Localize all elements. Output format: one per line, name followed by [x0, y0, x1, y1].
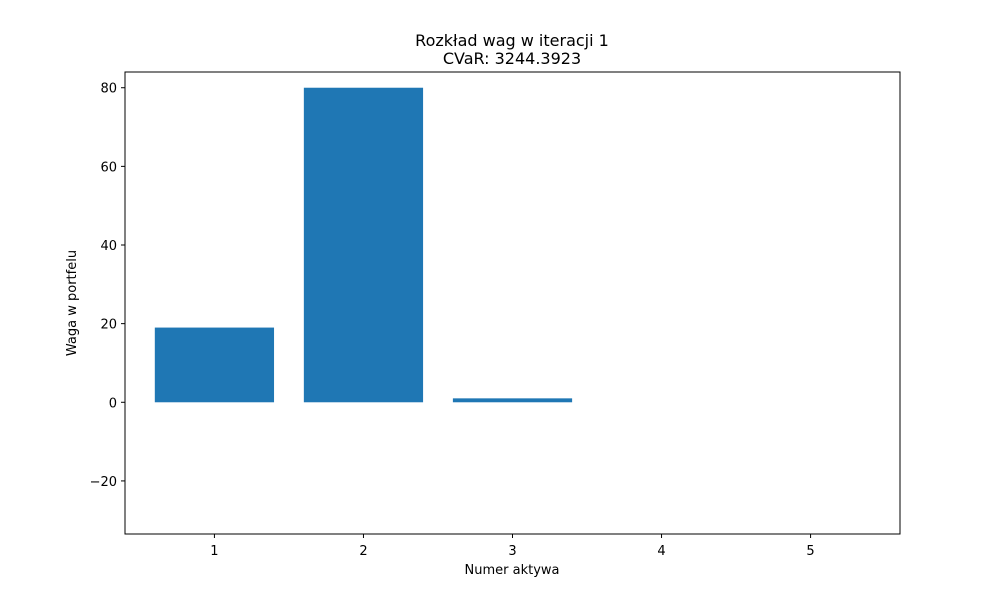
y-tick-label-0: 0 — [109, 396, 117, 411]
y-ticks-group: −20 0 20 40 60 80 — [90, 82, 125, 490]
y-tick-label-20: 20 — [100, 318, 117, 333]
chart-title: Rozkład wag w iteracji 1 — [415, 31, 609, 50]
y-tick-label--20: −20 — [90, 475, 117, 490]
x-axis-label: Numer aktywa — [465, 563, 560, 578]
bar-3 — [452, 398, 573, 403]
bars-group — [154, 87, 573, 403]
x-tick-label-1: 1 — [210, 544, 218, 559]
chart-subtitle: CVaR: 3244.3923 — [443, 49, 581, 68]
x-tick-label-3: 3 — [508, 544, 516, 559]
y-axis-label: Waga w portfelu — [65, 250, 80, 356]
x-tick-label-5: 5 — [806, 544, 814, 559]
bar-1 — [154, 327, 275, 403]
x-ticks-group: 1 2 3 4 5 — [210, 534, 815, 559]
y-tick-label-60: 60 — [100, 160, 117, 175]
x-tick-label-4: 4 — [657, 544, 665, 559]
axes-frame — [124, 71, 901, 535]
x-tick-label-2: 2 — [359, 544, 367, 559]
y-tick-label-40: 40 — [100, 239, 117, 254]
y-tick-label-80: 80 — [100, 82, 117, 97]
bar-2 — [303, 87, 424, 403]
